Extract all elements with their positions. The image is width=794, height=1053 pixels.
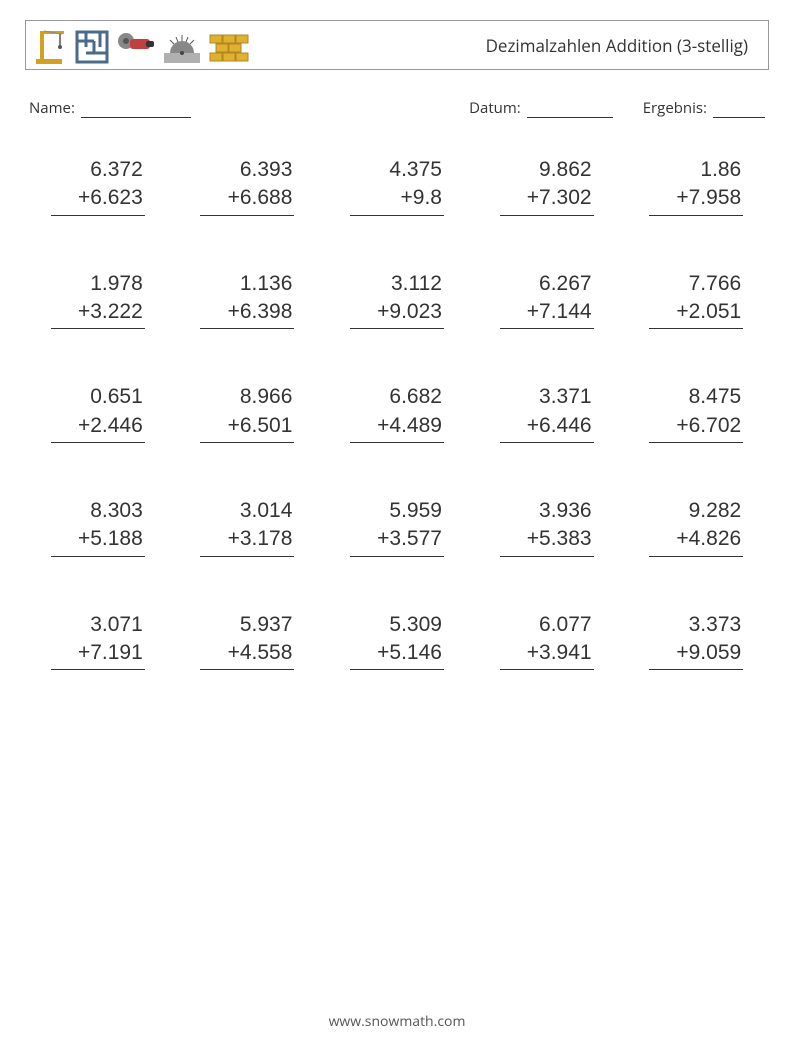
problem: 7.766+2.051 (649, 270, 743, 330)
problem: 4.375+9.8 (350, 156, 444, 216)
operand-bottom: +4.558 (200, 639, 294, 670)
operand-top: 3.112 (350, 270, 444, 298)
problems-grid: 6.372+6.623 6.393+6.688 4.375+9.8 9.862+7.3… (25, 156, 769, 670)
operand-bottom: +9.023 (350, 298, 444, 329)
operand-bottom: +7.958 (649, 184, 743, 215)
problem: 9.282+4.826 (649, 497, 743, 557)
operand-bottom: +6.702 (649, 412, 743, 443)
operand-bottom: +7.302 (500, 184, 594, 215)
operand-bottom: +3.222 (51, 298, 145, 329)
operand-bottom: +7.191 (51, 639, 145, 670)
header-icons (32, 25, 252, 65)
operand-top: 5.959 (350, 497, 444, 525)
operand-bottom: +6.623 (51, 184, 145, 215)
result-label: Ergebnis: (643, 98, 707, 118)
operand-bottom: +6.446 (500, 412, 594, 443)
operand-top: 6.077 (500, 611, 594, 639)
problem: 8.303+5.188 (51, 497, 145, 557)
operand-top: 8.303 (51, 497, 145, 525)
operand-top: 3.936 (500, 497, 594, 525)
operand-top: 6.267 (500, 270, 594, 298)
operand-bottom: +3.577 (350, 525, 444, 556)
problem: 6.372+6.623 (51, 156, 145, 216)
operand-bottom: +6.688 (200, 184, 294, 215)
operand-bottom: +5.188 (51, 525, 145, 556)
problem: 3.071+7.191 (51, 611, 145, 671)
problem: 9.862+7.302 (500, 156, 594, 216)
name-field: Name: (29, 98, 191, 118)
maze-icon (74, 29, 110, 65)
operand-bottom: +6.501 (200, 412, 294, 443)
operand-bottom: +5.146 (350, 639, 444, 670)
problem: 8.966+6.501 (200, 383, 294, 443)
operand-bottom: +9.8 (350, 184, 444, 215)
operand-top: 3.014 (200, 497, 294, 525)
operand-top: 8.475 (649, 383, 743, 411)
operand-bottom: +3.941 (500, 639, 594, 670)
operand-bottom: +2.051 (649, 298, 743, 329)
operand-top: 5.937 (200, 611, 294, 639)
operand-top: 3.373 (649, 611, 743, 639)
operand-bottom: +9.059 (649, 639, 743, 670)
problem: 3.112+9.023 (350, 270, 444, 330)
problem: 1.86+7.958 (649, 156, 743, 216)
operand-top: 8.966 (200, 383, 294, 411)
operand-bottom: +4.489 (350, 412, 444, 443)
operand-top: 1.978 (51, 270, 145, 298)
operand-top: 1.86 (649, 156, 743, 184)
worksheet-page: Dezimalzahlen Addition (3-stellig) Name:… (0, 0, 794, 1053)
date-label: Datum: (469, 98, 521, 118)
operand-top: 1.136 (200, 270, 294, 298)
operand-bottom: +4.826 (649, 525, 743, 556)
problem: 8.475+6.702 (649, 383, 743, 443)
operand-bottom: +7.144 (500, 298, 594, 329)
problem: 1.978+3.222 (51, 270, 145, 330)
footer-url: www.snowmath.com (0, 1012, 794, 1031)
date-field: Datum: (469, 98, 613, 118)
result-field: Ergebnis: (643, 98, 765, 118)
operand-top: 3.071 (51, 611, 145, 639)
date-line (527, 103, 613, 118)
name-label: Name: (29, 98, 75, 118)
problem: 3.373+9.059 (649, 611, 743, 671)
operand-top: 6.682 (350, 383, 444, 411)
header-bar: Dezimalzahlen Addition (3-stellig) (25, 20, 769, 70)
operand-bottom: +2.446 (51, 412, 145, 443)
problem: 5.309+5.146 (350, 611, 444, 671)
problem: 0.651+2.446 (51, 383, 145, 443)
operand-top: 7.766 (649, 270, 743, 298)
worksheet-title: Dezimalzahlen Addition (3-stellig) (486, 34, 758, 57)
saw-icon (116, 29, 156, 65)
problem: 3.371+6.446 (500, 383, 594, 443)
operand-top: 9.282 (649, 497, 743, 525)
problem: 6.267+7.144 (500, 270, 594, 330)
operand-bottom: +5.383 (500, 525, 594, 556)
operand-bottom: +3.178 (200, 525, 294, 556)
problem: 3.014+3.178 (200, 497, 294, 557)
problem: 5.959+3.577 (350, 497, 444, 557)
operand-top: 0.651 (51, 383, 145, 411)
operand-bottom: +6.398 (200, 298, 294, 329)
sawblade-icon (162, 29, 202, 65)
operand-top: 6.393 (200, 156, 294, 184)
bricks-icon (208, 29, 252, 65)
operand-top: 6.372 (51, 156, 145, 184)
meta-row: Name: Datum: Ergebnis: (25, 98, 769, 118)
problem: 6.393+6.688 (200, 156, 294, 216)
name-line (81, 103, 191, 118)
problem: 5.937+4.558 (200, 611, 294, 671)
problem: 1.136+6.398 (200, 270, 294, 330)
problem: 3.936+5.383 (500, 497, 594, 557)
problem: 6.077+3.941 (500, 611, 594, 671)
problem: 6.682+4.489 (350, 383, 444, 443)
operand-top: 4.375 (350, 156, 444, 184)
operand-top: 3.371 (500, 383, 594, 411)
result-line (713, 103, 765, 118)
operand-top: 5.309 (350, 611, 444, 639)
operand-top: 9.862 (500, 156, 594, 184)
crane-icon (32, 25, 68, 65)
